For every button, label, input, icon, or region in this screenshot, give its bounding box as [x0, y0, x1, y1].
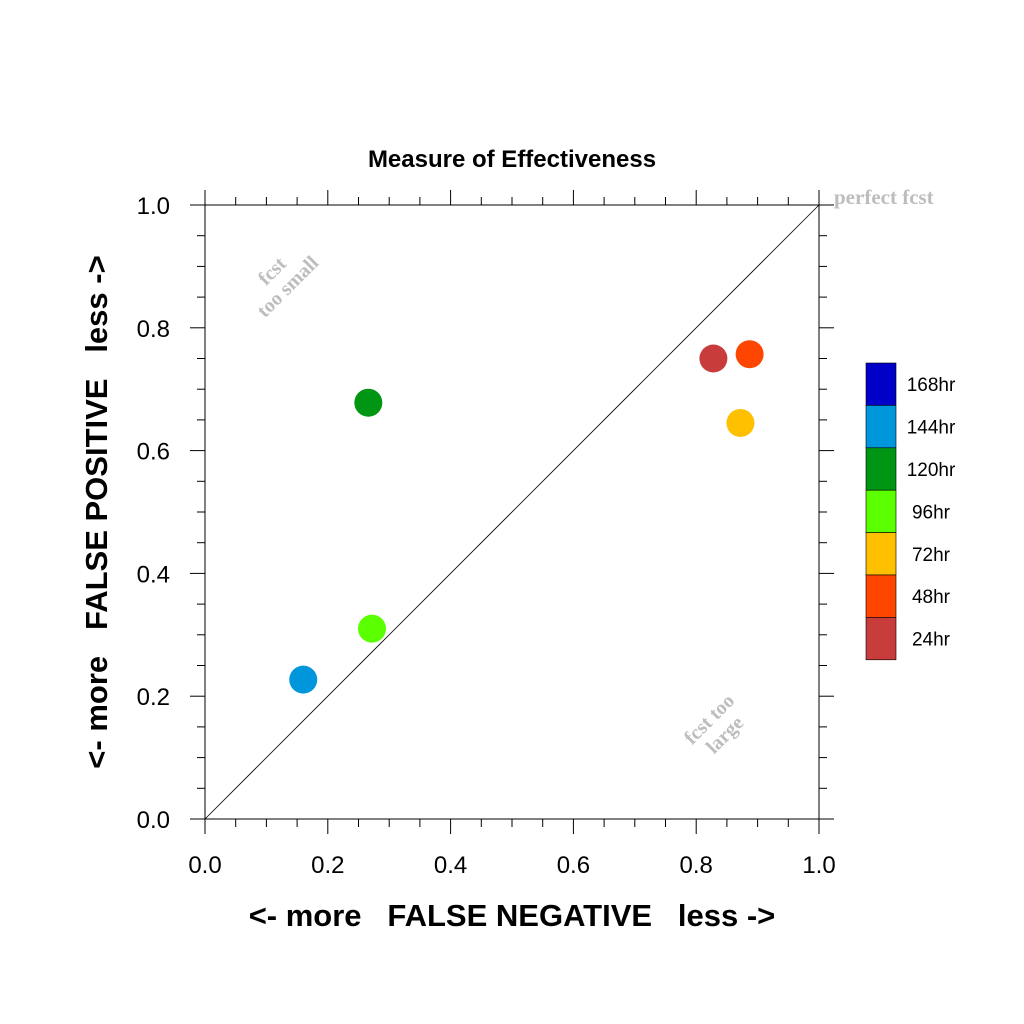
legend-label-72hr: 72hr: [912, 545, 951, 566]
y-axis-label: <- more FALSE POSITIVE less ->: [79, 255, 114, 768]
x-tick-label: 0.6: [557, 852, 590, 879]
annotation-perfect-fcst: perfect fcst: [834, 185, 934, 209]
y-tick-label: 1.0: [137, 193, 170, 220]
y-tick-label: 0.8: [137, 316, 170, 343]
minor-ticks: [197, 197, 827, 827]
point-48hr: [735, 340, 764, 369]
point-72hr: [726, 408, 755, 437]
y-tick-label: 0.0: [137, 807, 170, 834]
legend-swatch-48hr: [865, 574, 897, 618]
x-tick-label: 0.4: [434, 852, 467, 879]
x-axis-ticks: 0.0 0.2 0.4 0.6 0.8 1.0: [188, 190, 836, 879]
x-tick-label: 0.0: [188, 852, 221, 879]
x-axis-label: <- more FALSE NEGATIVE less ->: [249, 898, 776, 933]
x-tick-label: 0.8: [680, 852, 713, 879]
legend-label-168hr: 168hr: [907, 375, 956, 396]
legend-swatch-120hr: [865, 447, 897, 491]
annotation-fcst-too-small: fcst too small: [253, 252, 323, 322]
perfect-forecast-diagonal: [204, 204, 820, 820]
x-tick-label: 1.0: [802, 852, 835, 879]
point-120hr: [354, 388, 383, 417]
legend-swatch-72hr: [865, 532, 897, 576]
legend-label-144hr: 144hr: [907, 418, 956, 439]
y-axis-ticks: 0.0 0.2 0.4 0.6 0.8 1.0: [137, 193, 834, 834]
legend-label-24hr: 24hr: [912, 630, 951, 651]
y-tick-label: 0.4: [137, 561, 170, 588]
x-tick-label: 0.2: [311, 852, 344, 879]
legend-label-96hr: 96hr: [912, 502, 951, 523]
annotation-too-small-line2: too small: [253, 252, 323, 322]
chart-title: Measure of Effectiveness: [368, 146, 656, 173]
legend-swatch-168hr: [865, 362, 897, 406]
point-144hr: [289, 665, 318, 694]
y-tick-label: 0.6: [137, 439, 170, 466]
point-96hr: [358, 614, 387, 643]
legend-swatch-144hr: [865, 405, 897, 449]
y-tick-label: 0.2: [137, 684, 170, 711]
legend-label-48hr: 48hr: [912, 587, 951, 608]
annotation-fcst-too-large: fcst too large: [680, 690, 748, 758]
legend-swatch-96hr: [865, 489, 897, 533]
data-points: [289, 340, 764, 694]
point-24hr: [699, 344, 728, 373]
legend: 168hr 144hr 120hr 96hr 72hr 48hr 24hr: [865, 362, 956, 661]
legend-label-120hr: 120hr: [907, 460, 956, 481]
legend-swatch-24hr: [865, 617, 897, 661]
